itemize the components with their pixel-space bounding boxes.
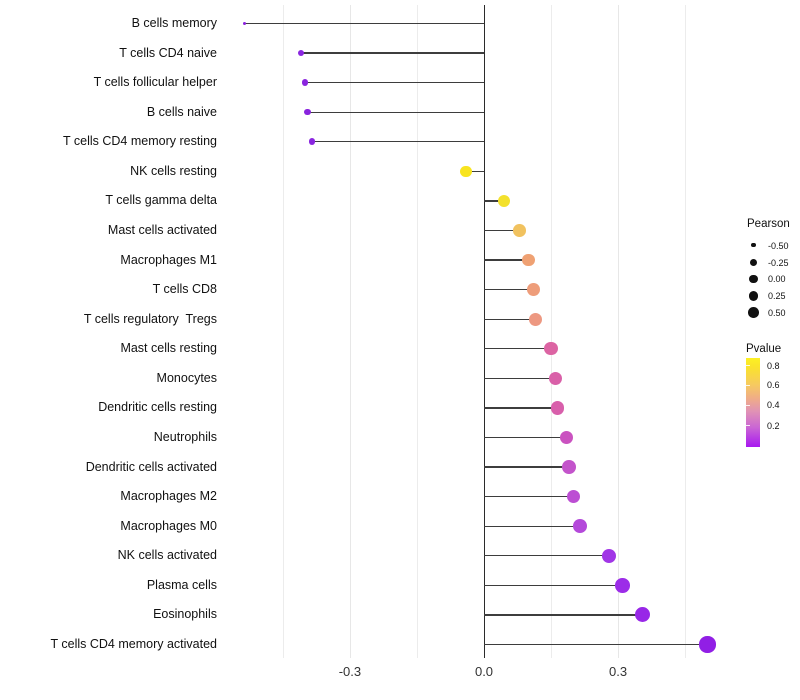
lollipop-stem: [484, 614, 643, 616]
size-legend-label: 0.00: [768, 274, 786, 285]
lollipop-stem: [484, 525, 581, 527]
lollipop-dot: [522, 253, 536, 267]
row-label: Mast cells activated: [107, 222, 217, 237]
row-label: Dendritic cells activated: [85, 459, 217, 474]
lollipop-dot: [528, 312, 542, 326]
row-label: Monocytes: [156, 370, 217, 385]
row-label: T cells follicular helper: [93, 75, 217, 90]
pvalue-bar-tick: [746, 404, 750, 406]
gridline: [551, 5, 553, 658]
lollipop-stem: [484, 229, 520, 232]
lollipop-stem: [311, 141, 484, 143]
lollipop-stem: [484, 318, 536, 320]
pvalue-bar-tick: [746, 365, 750, 367]
row-label: Macrophages M2: [120, 489, 217, 504]
lollipop-dot: [544, 342, 558, 356]
size-legend-dot: [749, 274, 758, 284]
gridline: [282, 5, 284, 658]
row-label: Plasma cells: [146, 577, 217, 592]
color-legend-title: Pvalue: [746, 343, 782, 355]
pvalue-gradient-bar: [746, 358, 760, 447]
lollipop-dot: [460, 165, 472, 178]
lollipop-dot: [601, 548, 617, 563]
lollipop-dot: [301, 79, 309, 86]
row-label: Neutrophils: [153, 429, 217, 444]
gridline: [349, 5, 351, 658]
size-legend-label: -0.50: [768, 240, 789, 251]
lollipop-dot: [526, 283, 540, 297]
pvalue-bar-tick: [746, 425, 750, 427]
lollipop-stem: [484, 259, 529, 261]
lollipop-stem: [300, 52, 484, 54]
lollipop-dot: [308, 138, 316, 146]
lollipop-dot: [548, 371, 563, 386]
gridline: [685, 5, 687, 658]
lollipop-dot: [635, 607, 651, 623]
lollipop-dot: [562, 460, 576, 474]
lollipop-dot: [551, 401, 565, 415]
size-legend-label: 0.50: [768, 308, 786, 318]
pvalue-tick-label: 0.8: [767, 360, 780, 371]
lollipop-dot: [497, 194, 511, 208]
row-label: Mast cells resting: [120, 341, 217, 356]
x-tick-label: 0.0: [474, 664, 494, 679]
row-label: NK cells activated: [117, 548, 217, 563]
lollipop-stem: [484, 555, 610, 557]
pvalue-tick-label: 0.6: [767, 380, 780, 391]
pvalue-bar-tick: [746, 384, 750, 386]
lollipop-stem: [307, 111, 484, 113]
lollipop-dot: [513, 224, 527, 237]
row-label: B cells naive: [146, 104, 217, 119]
pvalue-tick-label: 0.4: [767, 400, 780, 411]
lollipop-dot: [566, 489, 581, 504]
row-label: B cells memory: [131, 16, 217, 30]
lollipop-stem: [484, 436, 567, 439]
size-legend-title: Pearson: [747, 218, 790, 230]
row-label: T cells CD4 naive: [119, 45, 217, 60]
row-label: NK cells resting: [130, 163, 217, 178]
size-legend-dot: [751, 243, 756, 248]
lollipop-stem: [244, 22, 484, 25]
lollipop-stem: [484, 407, 558, 409]
lollipop-stem: [484, 495, 574, 498]
lollipop-stem: [305, 81, 484, 84]
pvalue-tick-label: 0.2: [767, 420, 780, 431]
lollipop-stem: [484, 466, 569, 468]
x-tick-label: 0.3: [609, 664, 628, 679]
lollipop-dot: [615, 577, 630, 593]
x-tick-label: -0.3: [338, 664, 362, 679]
lollipop-dot: [699, 636, 716, 653]
lollipop-stem: [484, 288, 534, 291]
size-legend-dot: [748, 290, 759, 301]
lollipop-stem: [466, 170, 484, 172]
row-label: T cells CD8: [152, 282, 217, 297]
lollipop-stem: [484, 200, 505, 202]
row-label: Dendritic cells resting: [98, 400, 217, 415]
lollipop-dot: [304, 108, 311, 116]
gridline: [416, 5, 418, 658]
lollipop-stem: [484, 377, 556, 379]
zero-axis-line: [484, 5, 485, 658]
lollipop-stem: [484, 643, 708, 646]
size-legend-label: 0.25: [768, 291, 786, 302]
row-label: Macrophages M0: [120, 518, 217, 533]
lollipop-dot: [559, 430, 574, 445]
size-legend-dot: [748, 307, 759, 318]
lollipop-stem: [484, 348, 552, 350]
size-legend-dot: [749, 258, 758, 266]
row-label: Eosinophils: [153, 607, 217, 622]
lollipop-stem: [484, 584, 623, 586]
size-legend-label: -0.25: [768, 257, 789, 268]
row-label: T cells CD4 memory activated: [50, 636, 218, 651]
lollipop-dot: [573, 519, 588, 534]
row-label: T cells gamma delta: [105, 193, 217, 208]
row-label: Macrophages M1: [120, 252, 217, 267]
row-label: T cells CD4 memory resting: [63, 134, 217, 149]
lollipop-dot: [243, 22, 247, 25]
lollipop-dot: [297, 49, 304, 57]
gridline: [618, 5, 620, 658]
row-label: T cells regulatory Tregs: [83, 311, 217, 326]
